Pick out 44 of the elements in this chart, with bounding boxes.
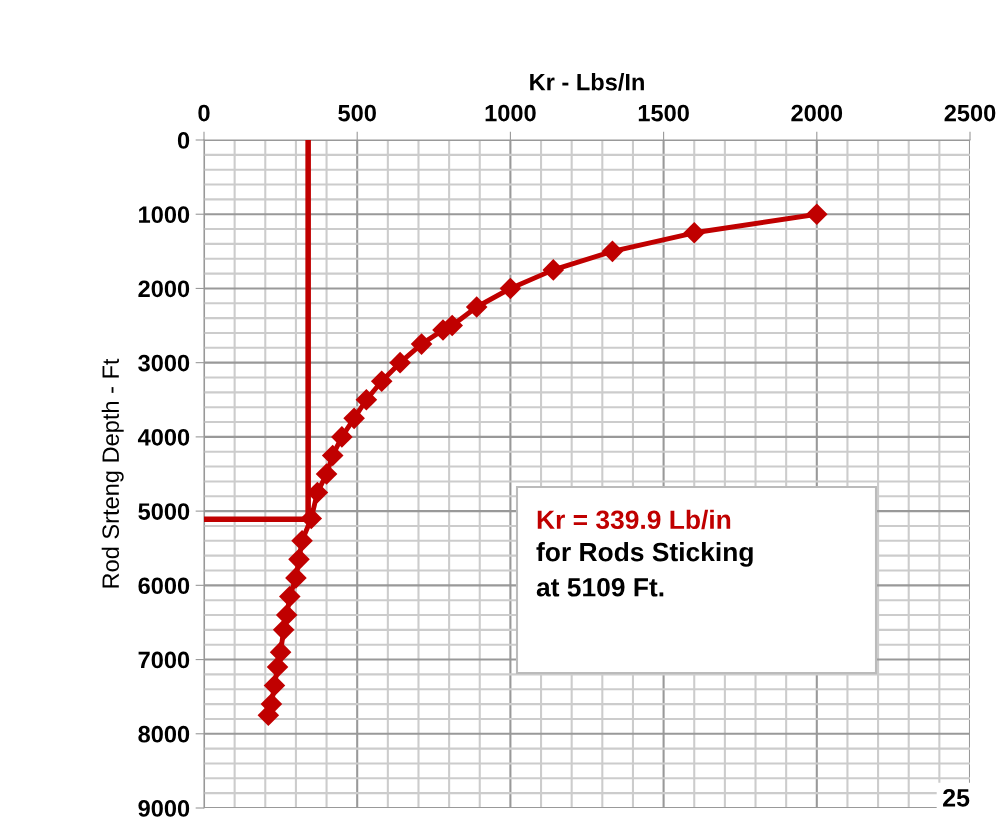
- x-tick-label: 1500: [638, 104, 689, 122]
- point: [275, 604, 298, 626]
- point: [291, 530, 313, 552]
- point: [272, 619, 295, 641]
- annotation: 25: [943, 789, 970, 807]
- point: [288, 548, 310, 571]
- point: [331, 426, 353, 448]
- y-tick-label: 4000: [137, 428, 190, 446]
- point: [499, 277, 522, 300]
- y-tick-label: 2000: [138, 280, 190, 298]
- point: [601, 240, 624, 263]
- y-tick-label: 6000: [138, 577, 190, 595]
- x-tick-label: 0: [198, 104, 210, 122]
- x-tick-label: 1000: [485, 104, 536, 122]
- y-tick-label: 7000: [138, 651, 190, 669]
- point: [321, 444, 344, 467]
- y-tick-label: 0: [177, 132, 190, 149]
- y-tick-label: 5000: [138, 503, 190, 520]
- point: [343, 407, 365, 430]
- point: [806, 203, 828, 226]
- point: [285, 567, 307, 589]
- point: [389, 351, 411, 374]
- point: [315, 463, 338, 485]
- annotation: for Rods Sticking at 5109 Ft.: [536, 542, 753, 597]
- x-tick-label: 2500: [944, 104, 996, 122]
- point: [542, 259, 565, 281]
- point: [683, 221, 706, 244]
- point: [266, 656, 289, 678]
- y-tick-label: 8000: [138, 725, 190, 743]
- y-axis-title: Rod Srteng Depth - Ft: [101, 358, 124, 588]
- point: [355, 388, 378, 411]
- x-tick-label: 500: [338, 104, 376, 122]
- point: [269, 641, 292, 663]
- point: [465, 296, 488, 318]
- y-tick-label: 3000: [138, 354, 190, 372]
- y-tick-label: 1000: [139, 206, 190, 224]
- x-axis-title: Kr - Lbs/In: [530, 73, 644, 91]
- point: [278, 585, 301, 608]
- point: [410, 333, 433, 355]
- annotation: Kr = 339.9 Lb/in: [537, 509, 731, 530]
- point: [263, 674, 286, 697]
- y-tick-label: 9000: [138, 800, 190, 817]
- point: [370, 370, 393, 393]
- x-tick-label: 2000: [791, 104, 843, 122]
